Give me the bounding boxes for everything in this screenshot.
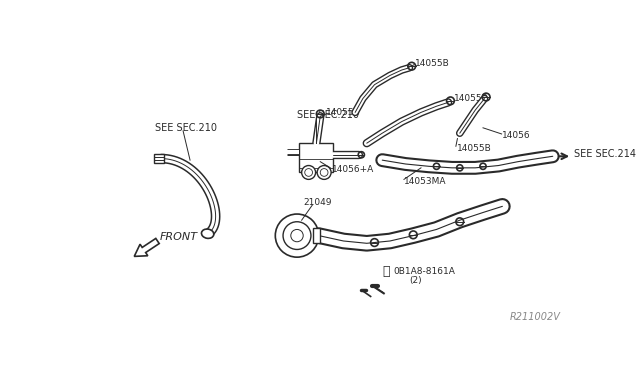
Circle shape <box>305 169 312 176</box>
Text: SEE SEC.210: SEE SEC.210 <box>155 123 217 133</box>
Circle shape <box>275 214 319 257</box>
Text: SEE SEC.214: SEE SEC.214 <box>573 149 636 159</box>
Text: 14055B: 14055B <box>326 108 361 117</box>
FancyArrow shape <box>134 238 159 256</box>
Text: FRONT: FRONT <box>160 232 198 242</box>
Bar <box>300 143 333 173</box>
Circle shape <box>317 166 331 179</box>
Text: 0B1A8-8161A: 0B1A8-8161A <box>394 266 456 276</box>
Text: 14055B: 14055B <box>415 60 449 68</box>
Ellipse shape <box>202 229 214 238</box>
Circle shape <box>283 222 311 250</box>
Text: 14056: 14056 <box>502 131 531 140</box>
Circle shape <box>301 166 316 179</box>
Circle shape <box>320 169 328 176</box>
Circle shape <box>291 230 303 242</box>
Bar <box>312 228 320 243</box>
Text: 14053MA: 14053MA <box>404 177 447 186</box>
Text: (2): (2) <box>410 276 422 285</box>
Bar <box>154 154 164 163</box>
Text: 14055B: 14055B <box>454 94 488 103</box>
Text: 21049: 21049 <box>303 198 332 207</box>
Text: SEE SEC.210: SEE SEC.210 <box>297 110 359 121</box>
Text: Ⓑ: Ⓑ <box>382 265 390 278</box>
Text: 14055B: 14055B <box>457 144 492 153</box>
Text: 14056+A: 14056+A <box>332 165 374 174</box>
Text: R211002V: R211002V <box>509 312 561 322</box>
